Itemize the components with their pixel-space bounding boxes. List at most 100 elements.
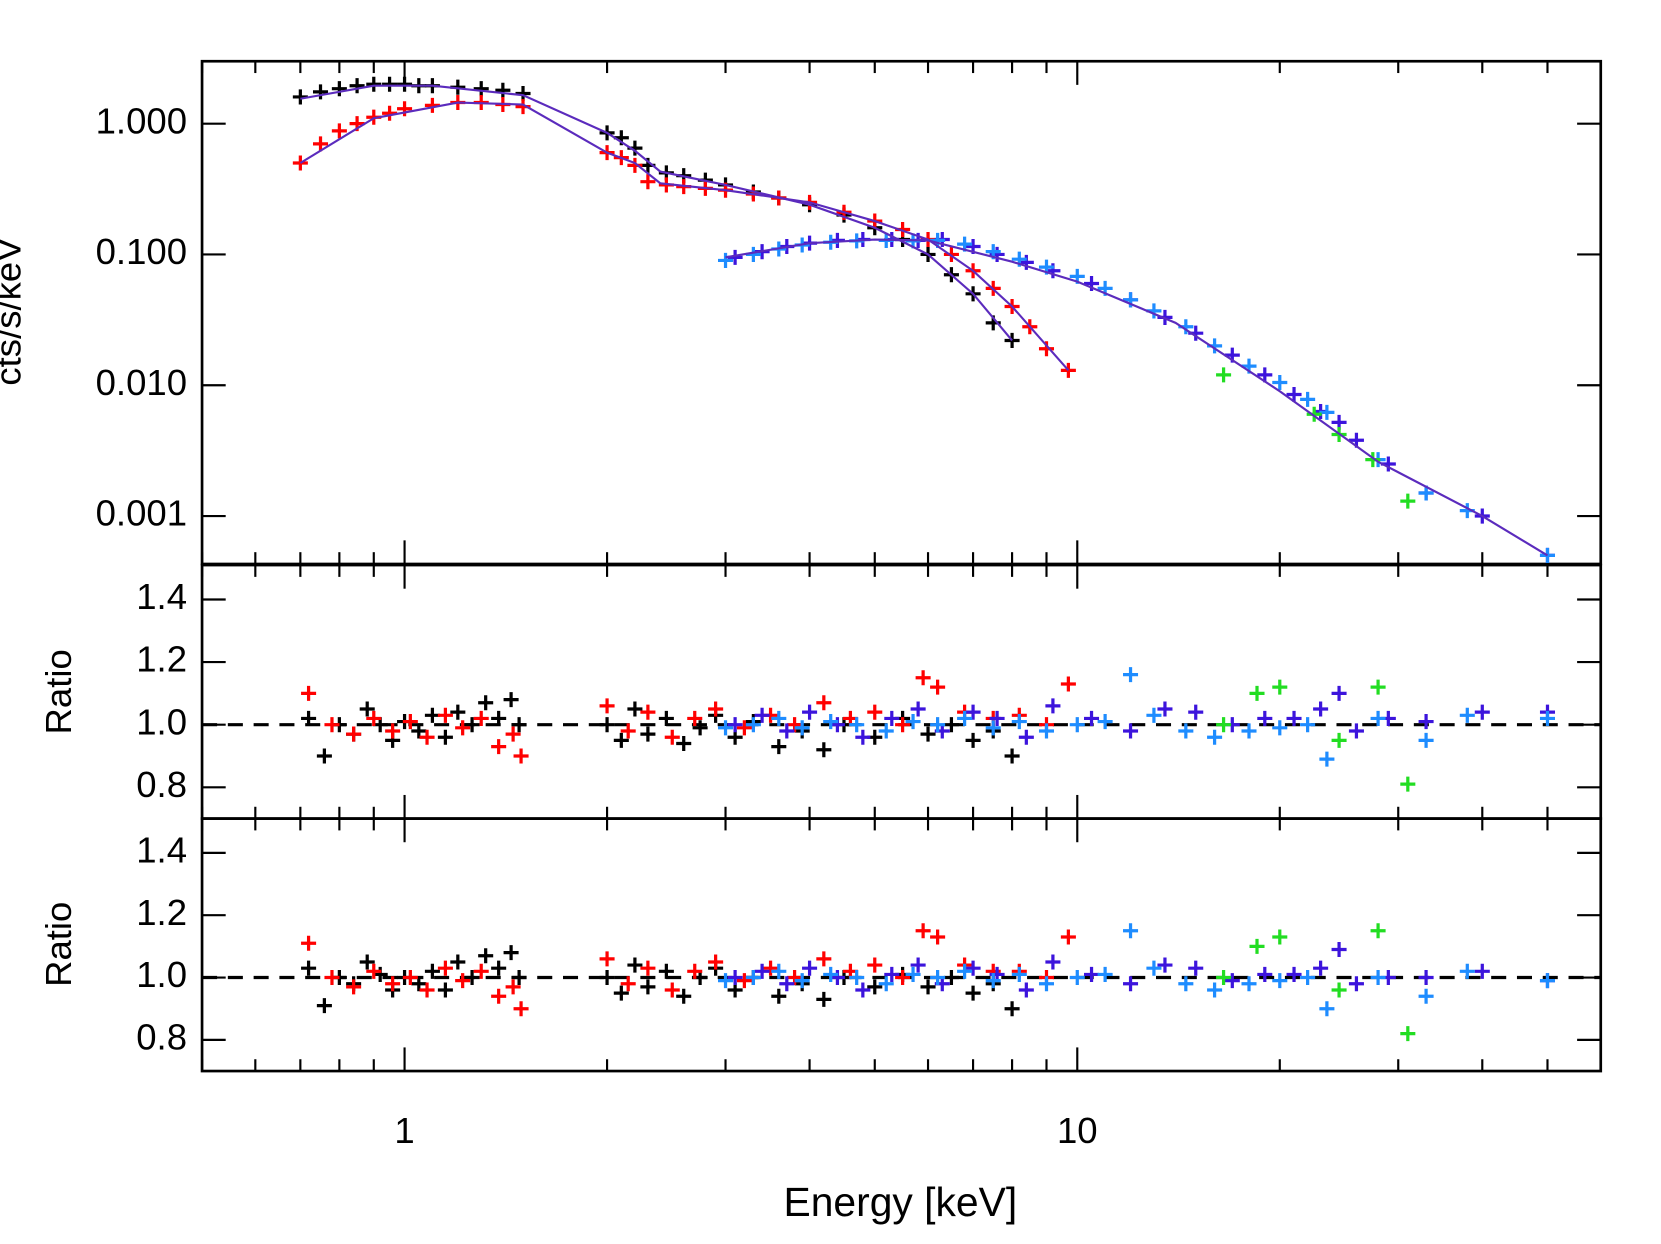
data-point bbox=[1474, 963, 1490, 979]
data-point bbox=[884, 710, 900, 726]
data-point bbox=[779, 723, 795, 739]
data-point bbox=[301, 710, 317, 726]
data-point bbox=[301, 935, 317, 951]
data-point bbox=[779, 976, 795, 992]
data-point bbox=[1272, 374, 1288, 390]
data-point bbox=[1400, 1026, 1416, 1042]
data-point bbox=[1272, 679, 1288, 695]
data-point bbox=[1207, 982, 1223, 998]
data-point bbox=[1370, 710, 1386, 726]
data-point bbox=[816, 951, 832, 967]
model-line bbox=[300, 84, 1013, 342]
data-point bbox=[771, 739, 787, 755]
data-point bbox=[1348, 723, 1364, 739]
y-tick-label: 0.100 bbox=[96, 231, 187, 272]
data-point bbox=[505, 726, 521, 742]
data-point bbox=[620, 976, 636, 992]
data-point bbox=[867, 704, 883, 720]
data-point bbox=[1004, 332, 1020, 348]
data-point bbox=[771, 710, 787, 726]
data-point bbox=[1038, 976, 1055, 992]
data-point bbox=[771, 988, 787, 1004]
data-point bbox=[382, 76, 398, 92]
data-point bbox=[1286, 386, 1302, 402]
data-point bbox=[1157, 957, 1173, 973]
data-point bbox=[301, 685, 317, 701]
data-point bbox=[985, 973, 1001, 989]
data-point bbox=[359, 701, 375, 717]
model-line bbox=[725, 238, 1549, 557]
y-axis-label: Ratio bbox=[38, 902, 79, 987]
data-point bbox=[312, 136, 329, 152]
data-point bbox=[920, 726, 936, 742]
y-axis-label: Ratio bbox=[38, 649, 79, 734]
data-point bbox=[1539, 547, 1556, 563]
data-point bbox=[1123, 667, 1139, 683]
data-point bbox=[419, 729, 435, 745]
data-point bbox=[627, 957, 643, 973]
data-point bbox=[505, 979, 521, 995]
data-point bbox=[1123, 923, 1139, 939]
data-point bbox=[745, 970, 761, 986]
data-point bbox=[985, 720, 1001, 736]
data-point bbox=[1249, 938, 1265, 954]
data-point bbox=[1045, 698, 1061, 714]
data-point bbox=[402, 714, 418, 730]
data-point bbox=[366, 710, 382, 726]
data-point bbox=[1418, 714, 1434, 730]
data-point bbox=[816, 742, 832, 758]
data-point bbox=[664, 982, 680, 998]
data-point bbox=[613, 985, 629, 1001]
data-point bbox=[1216, 717, 1232, 733]
data-point bbox=[1370, 679, 1386, 695]
data-point bbox=[905, 714, 921, 730]
data-point bbox=[965, 960, 981, 976]
data-point bbox=[331, 123, 347, 139]
data-point bbox=[1319, 404, 1335, 420]
data-point bbox=[802, 704, 818, 720]
data-point bbox=[437, 707, 453, 723]
data-point bbox=[1018, 254, 1034, 270]
data-point bbox=[943, 246, 959, 262]
data-point bbox=[473, 710, 489, 726]
data-point bbox=[1018, 982, 1034, 998]
data-point bbox=[513, 1001, 529, 1017]
data-point bbox=[1123, 976, 1139, 992]
data-point bbox=[397, 101, 413, 117]
data-point bbox=[1060, 929, 1076, 945]
data-point bbox=[640, 726, 656, 742]
data-point bbox=[1004, 748, 1020, 764]
data-point bbox=[736, 720, 752, 736]
data-point bbox=[1272, 720, 1288, 736]
data-point bbox=[1188, 960, 1204, 976]
data-point bbox=[849, 717, 865, 733]
data-point bbox=[316, 748, 332, 764]
data-point bbox=[1370, 923, 1386, 939]
data-point bbox=[692, 720, 708, 736]
x-tick-label: 10 bbox=[1057, 1110, 1098, 1151]
data-point bbox=[640, 979, 656, 995]
data-point bbox=[754, 963, 770, 979]
data-point bbox=[920, 979, 936, 995]
data-point bbox=[437, 982, 453, 998]
data-point bbox=[464, 717, 480, 733]
data-point bbox=[613, 732, 629, 748]
plot-frame bbox=[200, 817, 1603, 1073]
data-point bbox=[366, 963, 382, 979]
data-point bbox=[331, 81, 347, 97]
data-point bbox=[1249, 685, 1265, 701]
data-point bbox=[943, 970, 959, 986]
data-point bbox=[816, 695, 832, 711]
data-point bbox=[1097, 714, 1113, 730]
data-point bbox=[794, 720, 810, 736]
data-point bbox=[349, 78, 365, 94]
plot-frame bbox=[200, 563, 1603, 820]
y-tick-label: 0.001 bbox=[96, 493, 187, 534]
data-point bbox=[884, 966, 900, 982]
data-point bbox=[1313, 701, 1329, 717]
data-point bbox=[1097, 966, 1113, 982]
data-point bbox=[1306, 406, 1322, 422]
data-point bbox=[513, 748, 529, 764]
data-point bbox=[478, 695, 494, 711]
data-point bbox=[763, 960, 779, 976]
